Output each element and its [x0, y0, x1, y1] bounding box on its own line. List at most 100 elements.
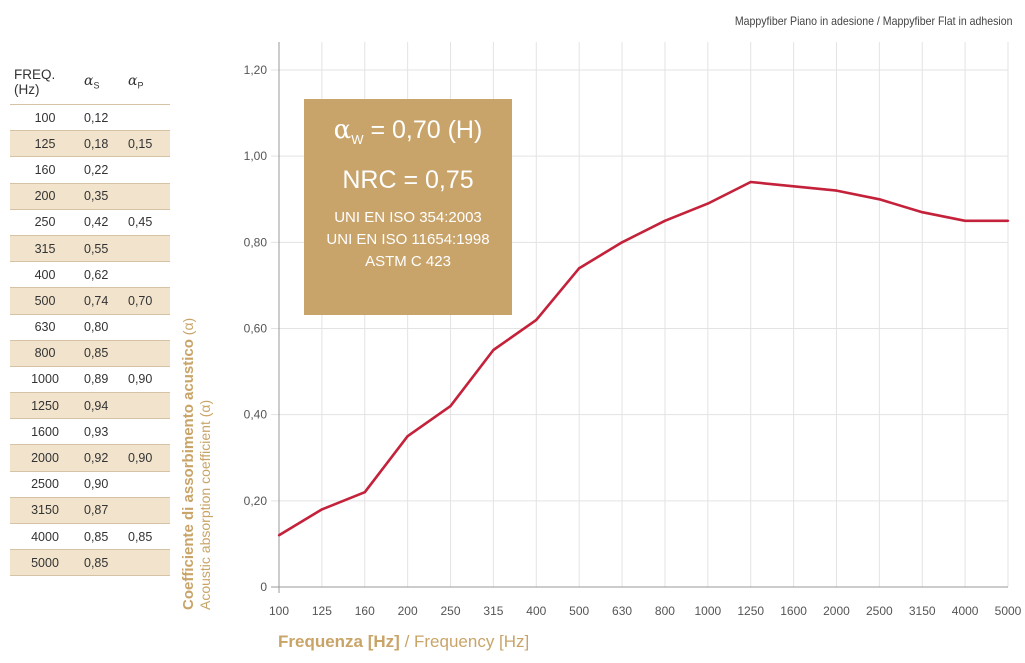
table-row: 4000 0,85 0,85	[10, 523, 170, 551]
freq-cell: 630	[10, 314, 80, 341]
alpha-p-cell	[124, 340, 170, 367]
freq-cell: 800	[10, 340, 80, 367]
alpha-p-cell	[124, 549, 170, 577]
y-tick-label: 0,40	[244, 408, 268, 422]
table-row: 500 0,74 0,70	[10, 287, 170, 315]
y-tick-label: 0,60	[244, 322, 268, 336]
table-row: 315 0,55	[10, 235, 170, 263]
alpha-s-cell: 0,85	[80, 523, 124, 551]
table-row: 200 0,35	[10, 183, 170, 210]
table-row: 2000 0,92 0,90	[10, 444, 170, 472]
freq-cell: 315	[10, 235, 80, 263]
x-tick-label: 5000	[995, 604, 1022, 618]
table-row: 1600 0,93	[10, 418, 170, 446]
x-tick-label: 400	[526, 604, 546, 618]
alpha-p-cell	[124, 392, 170, 420]
table-row: 125 0,18 0,15	[10, 130, 170, 158]
freq-cell: 4000	[10, 523, 80, 551]
x-tick-label: 4000	[952, 604, 979, 618]
alpha-s-cell: 0,22	[80, 156, 124, 184]
alpha-s-cell: 0,94	[80, 392, 124, 420]
alpha-p-cell	[124, 104, 170, 132]
x-tick-label: 125	[312, 604, 332, 618]
y-axis-label-english: Acoustic absorption coefficient (α)	[197, 399, 213, 610]
alpha-s-cell: 0,74	[80, 287, 124, 315]
data-point	[363, 491, 366, 494]
table-row: 630 0,80	[10, 314, 170, 341]
data-point	[277, 534, 281, 537]
table-row: 1250 0,94	[10, 392, 170, 420]
alpha-p-cell	[124, 235, 170, 263]
rating-info-box: αW = 0,70 (H) NRC = 0,75 UNI EN ISO 354:…	[304, 99, 512, 315]
alpha-s-cell: 0,55	[80, 235, 124, 263]
alpha-p-cell	[124, 156, 170, 184]
x-tick-label: 100	[269, 604, 289, 618]
x-axis-label-italian: Frequenza [Hz]	[278, 632, 400, 651]
nrc-value: NRC = 0,75	[342, 166, 474, 194]
alpha-s-cell: 0,35	[80, 183, 124, 210]
y-tick-label: 0,80	[244, 235, 268, 249]
alpha-s-cell: 0,93	[80, 418, 124, 446]
alpha-p-cell	[124, 183, 170, 210]
x-tick-label: 500	[569, 604, 589, 618]
x-tick-label: 630	[612, 604, 632, 618]
alpha-s-cell: 0,89	[80, 366, 124, 394]
freq-cell: 2500	[10, 471, 80, 498]
data-point	[835, 189, 838, 192]
x-axis-label: Frequenza [Hz] / Frequency [Hz]	[278, 632, 529, 652]
table-header-row: FREQ.(Hz) αS αP	[10, 60, 170, 105]
data-point	[492, 348, 495, 352]
table-row: 400 0,62	[10, 261, 170, 289]
alpha-p-cell	[124, 418, 170, 446]
data-point	[320, 508, 324, 511]
alpha-p-cell	[124, 314, 170, 341]
table-row: 800 0,85	[10, 340, 170, 367]
freq-cell: 500	[10, 287, 80, 315]
data-point	[878, 198, 881, 201]
freq-cell: 1250	[10, 392, 80, 420]
table-row: 160 0,22	[10, 156, 170, 184]
y-tick-label: 1,20	[244, 63, 268, 77]
freq-cell: 1600	[10, 418, 80, 446]
alpha-p-cell	[124, 261, 170, 289]
weighted-alpha-value: αW = 0,70 (H)	[333, 115, 483, 147]
alpha-s-cell: 0,85	[80, 549, 124, 577]
data-point	[706, 202, 710, 205]
y-axis-label-symbol: (α)	[180, 317, 196, 340]
y-tick-label: 1,00	[244, 149, 268, 163]
alpha-s-header: αS	[80, 60, 124, 105]
alpha-p-cell: 0,45	[124, 209, 170, 236]
freq-cell: 100	[10, 104, 80, 132]
freq-header: FREQ.(Hz)	[10, 60, 80, 105]
data-point	[406, 435, 409, 438]
y-tick-label: 0	[260, 580, 267, 594]
alpha-p-header: αP	[124, 60, 170, 105]
table-row: 5000 0,85	[10, 549, 170, 577]
standard-iso-11654: UNI EN ISO 11654:1998	[326, 231, 490, 248]
freq-cell: 5000	[10, 549, 80, 577]
alpha-p-cell: 0,15	[124, 130, 170, 158]
freq-cell: 125	[10, 130, 80, 158]
data-point	[535, 318, 538, 322]
freq-cell: 200	[10, 183, 80, 210]
x-tick-label: 200	[398, 604, 418, 618]
x-tick-label: 800	[655, 604, 675, 618]
x-axis-label-english: / Frequency [Hz]	[399, 632, 530, 651]
table-row: 2500 0,90	[10, 471, 170, 498]
data-point	[449, 404, 452, 408]
table-row: 1000 0,89 0,90	[10, 366, 170, 394]
data-point	[1006, 219, 1010, 222]
alpha-p-cell	[124, 471, 170, 498]
alpha-p-cell	[124, 497, 170, 525]
x-tick-label: 2000	[823, 604, 850, 618]
freq-cell: 250	[10, 209, 80, 236]
table-row: 3150 0,87	[10, 497, 170, 525]
alpha-p-cell: 0,85	[124, 523, 170, 551]
data-point	[963, 219, 967, 222]
x-tick-label: 250	[441, 604, 461, 618]
data-point	[921, 210, 924, 214]
alpha-s-cell: 0,18	[80, 130, 124, 158]
data-point	[620, 241, 624, 244]
x-tick-label: 3150	[909, 604, 936, 618]
